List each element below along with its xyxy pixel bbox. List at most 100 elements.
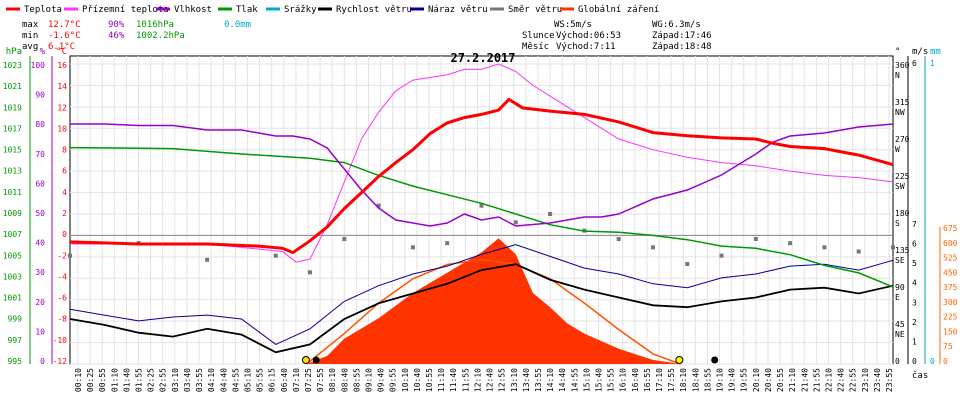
x-tick-43: 15:40 xyxy=(594,368,603,392)
axis-humidity-tick-3: 70 xyxy=(35,150,45,159)
x-tick-1: 00:25 xyxy=(86,368,95,392)
wind-dir-point-3 xyxy=(273,253,278,258)
wind-dir-point-20 xyxy=(856,249,861,254)
axis-humidity-tick-2: 80 xyxy=(35,120,45,129)
wind-dir-point-10 xyxy=(513,220,518,225)
axis-temperature-tick-0: 16 xyxy=(57,61,67,70)
axis-direction-tick-8: 0 xyxy=(895,357,900,366)
x-tick-38: 13:55 xyxy=(534,368,543,392)
stat-moon-rise: Východ:7:11 xyxy=(556,42,616,52)
stat-sun-label: Slunce xyxy=(522,31,555,41)
wind-dir-point-21 xyxy=(891,245,895,250)
axis-direction-tick-6: 90 xyxy=(895,283,905,292)
x-tick-34: 12:40 xyxy=(486,368,495,392)
wind-dir-point-8 xyxy=(445,241,450,246)
axis-wind-tick-1: 7 xyxy=(912,220,917,229)
series-sun-curve xyxy=(306,258,681,365)
axis-temperature-tick-11: -6 xyxy=(57,294,67,303)
x-tick-65: 23:10 xyxy=(861,368,870,392)
stat-min-label: min xyxy=(22,31,38,41)
stat-max-label: max xyxy=(22,20,39,30)
stat-max-hum: 90% xyxy=(108,20,125,30)
axis-temperature-tick-12: -8 xyxy=(57,315,67,324)
x-tick-50: 18:10 xyxy=(679,368,688,392)
x-tick-11: 04:10 xyxy=(207,368,216,392)
x-tick-12: 04:40 xyxy=(219,368,228,392)
axis-radiation-tick-3: 450 xyxy=(943,268,958,277)
x-tick-33: 12:10 xyxy=(473,368,482,392)
axis-radiation-tick-1: 600 xyxy=(943,239,958,248)
x-tick-5: 01:55 xyxy=(135,368,144,392)
x-tick-9: 03:40 xyxy=(183,368,192,392)
axis-temperature-tick-7: 2 xyxy=(62,209,67,218)
moonrise-marker xyxy=(312,356,320,364)
x-tick-16: 06:15 xyxy=(268,368,277,392)
axis-humidity-tick-0: 100 xyxy=(31,61,46,70)
stat-moon-label: Měsíc xyxy=(522,42,549,52)
axis-wind-tick-6: 2 xyxy=(912,318,917,327)
wind-dir-point-6 xyxy=(376,203,381,208)
x-tick-29: 10:55 xyxy=(425,368,434,392)
x-tick-30: 11:10 xyxy=(437,368,446,392)
stat-moon-set: Západ:18:48 xyxy=(652,42,712,52)
axis-label-temperature: °C xyxy=(56,47,67,57)
wind-dir-point-11 xyxy=(548,212,553,216)
wind-dir-point-15 xyxy=(685,262,690,266)
axis-temperature-tick-14: -12 xyxy=(53,357,68,366)
axis-direction-tick-7: 45 xyxy=(895,320,905,329)
axis-radiation-tick-2: 525 xyxy=(943,254,958,263)
stat-ws: WS:5m/s xyxy=(554,20,592,30)
x-tick-57: 20:40 xyxy=(764,368,773,392)
axis-pressure-tick-8: 1007 xyxy=(3,230,22,239)
stat-avg-temp: 6.1°C xyxy=(48,42,75,52)
x-tick-41: 14:55 xyxy=(570,368,579,392)
stat-min-temp: -1.6°C xyxy=(48,31,81,41)
x-tick-31: 11:40 xyxy=(449,368,458,392)
series-radiation-area xyxy=(306,238,681,364)
axis-temperature-tick-10: -4 xyxy=(57,272,67,281)
axis-wind-tick-8: 0 xyxy=(912,357,917,366)
axis-radiation-tick-9: 0 xyxy=(943,357,948,366)
x-tick-61: 21:55 xyxy=(812,368,821,392)
x-tick-35: 12:55 xyxy=(498,368,507,392)
axis-temperature-tick-5: 6 xyxy=(62,167,67,176)
axis-humidity-tick-4: 60 xyxy=(35,179,45,188)
legend-label-2: Vlhkost xyxy=(174,5,212,15)
x-tick-22: 08:40 xyxy=(340,368,349,392)
axis-direction-sub-5: SE xyxy=(895,256,905,265)
x-tick-7: 02:55 xyxy=(159,368,168,392)
x-tick-54: 19:40 xyxy=(728,368,737,392)
axis-temperature-tick-3: 10 xyxy=(57,124,67,133)
x-tick-45: 16:10 xyxy=(619,368,628,392)
axis-wind-tick-7: 1 xyxy=(912,337,917,346)
grid: 00:10 00:25 00:55 01:10 01:40 01:55 02:25 02:55… xyxy=(70,56,894,392)
axis-direction-sub-2: W xyxy=(895,145,900,154)
axis-temperature-tick-2: 12 xyxy=(57,103,67,112)
x-tick-20: 07:55 xyxy=(316,368,325,392)
x-tick-44: 15:55 xyxy=(607,368,616,392)
x-tick-3: 01:10 xyxy=(110,368,119,392)
axis-label-direction: ° xyxy=(895,47,900,57)
axis-wind-tick-2: 6 xyxy=(912,240,917,249)
axis-humidity-tick-9: 10 xyxy=(35,327,45,336)
axis-pressure-tick-3: 1017 xyxy=(3,124,22,133)
axis-radiation-tick-6: 225 xyxy=(943,313,958,322)
wind-dir-point-7 xyxy=(410,245,415,250)
stats-block: max 12.7°C 90% 1016hPa 0.0mm min -1.6°C … xyxy=(22,20,712,52)
x-axis-label: čas xyxy=(912,370,928,381)
axis-pressure-tick-7: 1009 xyxy=(3,209,22,218)
legend-label-4: Srážky xyxy=(284,5,317,15)
x-tick-6: 02:25 xyxy=(147,368,156,392)
wind-dir-point-2 xyxy=(205,257,210,262)
axis-temperature-tick-6: 4 xyxy=(62,188,67,197)
x-tick-67: 23:55 xyxy=(885,368,894,392)
sunset-marker xyxy=(675,356,684,364)
x-tick-64: 22:55 xyxy=(849,368,858,392)
axis-pressure-tick-10: 1003 xyxy=(3,272,22,281)
x-tick-26: 09:55 xyxy=(389,368,398,392)
wind-dir-point-4 xyxy=(308,270,313,275)
axis-wind-tick-4: 4 xyxy=(912,279,917,288)
x-tick-24: 09:10 xyxy=(365,368,374,392)
x-tick-21: 08:10 xyxy=(328,368,337,392)
